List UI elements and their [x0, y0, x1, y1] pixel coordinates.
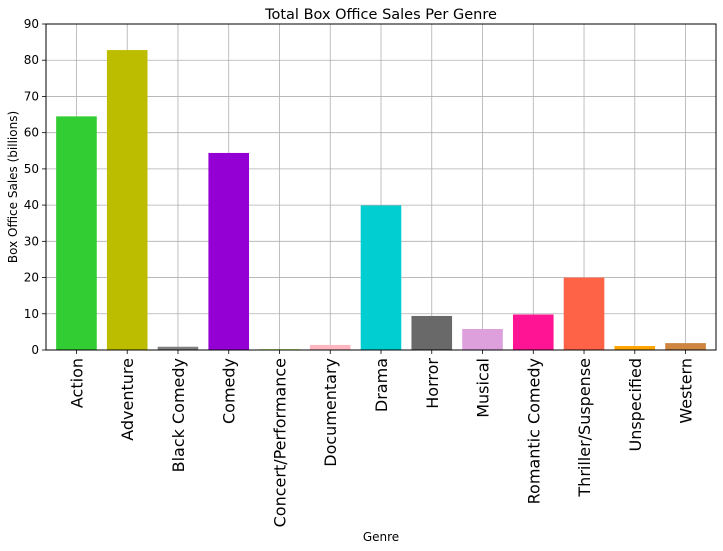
bar-musical — [462, 328, 503, 350]
x-tick-label: Concert/Performance — [270, 358, 289, 527]
bars — [56, 50, 706, 350]
bar-thriller-suspense — [563, 277, 605, 350]
x-tick-label: Thriller/Suspense — [575, 358, 594, 498]
x-tick-label: Musical — [474, 358, 493, 418]
chart-title: Total Box Office Sales Per Genre — [264, 7, 497, 23]
bar-adventure — [106, 50, 148, 350]
y-tick-label: 30 — [24, 234, 39, 248]
x-tick-label: Comedy — [220, 358, 239, 424]
x-tick-label: Action — [67, 358, 86, 408]
y-axis-ticks: 0 10 20 30 40 50 60 70 80 90 — [24, 17, 46, 357]
y-tick-label: 70 — [24, 89, 39, 103]
x-tick-label: Adventure — [118, 358, 137, 441]
x-axis-label: Genre — [363, 530, 399, 544]
bar-drama — [360, 205, 402, 350]
y-tick-label: 20 — [24, 271, 39, 285]
x-tick-label: Romantic Comedy — [524, 358, 543, 504]
x-axis-ticks: Action Adventure Black Comedy Comedy Concert… — [67, 350, 696, 527]
y-tick-label: 0 — [31, 343, 39, 357]
y-tick-label: 40 — [24, 198, 39, 212]
x-tick-label: Unspecified — [626, 358, 645, 452]
bar-western — [665, 343, 706, 350]
y-tick-label: 60 — [24, 126, 39, 140]
x-tick-label: Documentary — [321, 358, 340, 467]
bar-horror — [411, 315, 453, 350]
x-tick-label: Western — [677, 358, 696, 424]
y-axis-label: Box Office Sales (billions) — [6, 111, 20, 263]
bar-romantic-comedy — [512, 314, 554, 350]
bar-documentary — [309, 344, 351, 350]
y-tick-label: 10 — [24, 307, 39, 321]
y-tick-label: 50 — [24, 162, 39, 176]
bar-action — [56, 116, 97, 350]
y-tick-label: 90 — [24, 17, 39, 31]
x-tick-label: Black Comedy — [169, 358, 188, 472]
bar-black-comedy — [157, 346, 199, 350]
x-tick-label: Drama — [372, 358, 391, 412]
bar-comedy — [208, 152, 250, 350]
bar-unspecified — [614, 346, 656, 350]
x-tick-label: Horror — [423, 358, 442, 409]
y-tick-label: 80 — [24, 53, 39, 67]
